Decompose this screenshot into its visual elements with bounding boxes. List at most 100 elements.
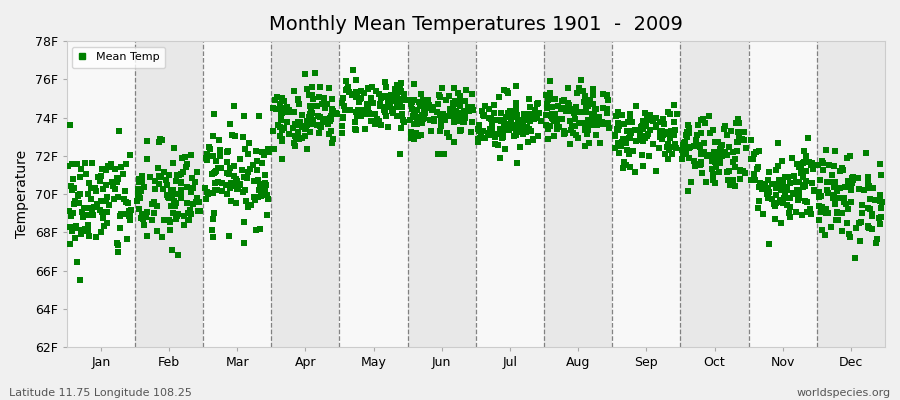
Point [499, 121, 513, 128]
Point [472, 128, 486, 134]
Point [251, 176, 266, 183]
Point [716, 153, 730, 159]
Point [819, 209, 833, 216]
Point [374, 101, 388, 107]
Point [404, 101, 419, 107]
Point [267, 97, 282, 104]
Point [539, 105, 554, 111]
Point [410, 115, 425, 122]
Point [433, 128, 447, 134]
Bar [817, 41, 885, 347]
Point [623, 135, 637, 141]
Point [565, 130, 580, 136]
Point [257, 187, 272, 194]
Point [162, 195, 176, 202]
Point [563, 126, 578, 133]
Point [464, 129, 478, 135]
Point [588, 117, 602, 124]
Point [697, 140, 711, 146]
Point [575, 87, 590, 94]
Point [866, 185, 880, 192]
Point [588, 118, 602, 124]
Point [863, 196, 878, 202]
Point [166, 160, 181, 166]
Point [354, 113, 368, 119]
Point [119, 199, 133, 206]
Point [599, 92, 614, 99]
Point [792, 179, 806, 186]
Point [476, 113, 491, 120]
Point [247, 178, 261, 184]
Point [707, 180, 722, 187]
Point [390, 113, 404, 120]
Point [317, 96, 331, 102]
Point [457, 108, 472, 114]
Point [416, 116, 430, 122]
Point [608, 132, 623, 138]
Point [457, 119, 472, 125]
Point [150, 165, 165, 172]
Point [236, 188, 250, 195]
Point [241, 139, 256, 146]
Point [206, 190, 220, 196]
Point [368, 88, 382, 94]
Point [108, 178, 122, 185]
Point [871, 215, 886, 222]
Point [219, 182, 233, 188]
Point [220, 170, 234, 176]
Point [404, 99, 419, 105]
Point [354, 95, 368, 101]
Point [365, 100, 380, 106]
Point [732, 120, 746, 127]
Point [224, 198, 238, 204]
Point [390, 101, 404, 107]
Point [616, 164, 631, 171]
Bar [271, 41, 339, 347]
Point [596, 121, 610, 127]
Point [261, 146, 275, 152]
Point [130, 188, 145, 194]
Point [446, 119, 461, 125]
Point [582, 97, 597, 104]
Point [842, 153, 857, 160]
Point [295, 124, 310, 130]
Point [275, 135, 290, 142]
Point [397, 90, 411, 97]
Point [505, 122, 519, 128]
Point [572, 109, 587, 115]
Point [443, 106, 457, 112]
Point [800, 209, 814, 216]
Point [169, 216, 184, 223]
Point [796, 184, 811, 190]
Point [722, 144, 736, 150]
Point [792, 195, 806, 202]
Point [612, 123, 626, 129]
Point [773, 199, 788, 206]
Point [346, 67, 360, 74]
Point [250, 157, 265, 164]
Point [682, 130, 697, 136]
Point [790, 161, 805, 167]
Point [266, 146, 281, 153]
Point [513, 144, 527, 150]
Point [515, 128, 529, 135]
Point [374, 122, 388, 128]
Point [99, 198, 113, 204]
Point [225, 132, 239, 138]
Point [499, 114, 513, 120]
Point [378, 108, 392, 115]
Point [454, 126, 469, 133]
Point [102, 201, 116, 208]
Point [681, 155, 696, 162]
Point [761, 189, 776, 196]
Point [762, 168, 777, 175]
Point [82, 233, 96, 239]
Point [547, 133, 562, 139]
Point [208, 180, 222, 186]
Point [298, 71, 312, 77]
Point [610, 108, 625, 115]
Point [187, 178, 202, 185]
Point [648, 115, 662, 121]
Point [436, 115, 451, 122]
Point [733, 176, 747, 182]
